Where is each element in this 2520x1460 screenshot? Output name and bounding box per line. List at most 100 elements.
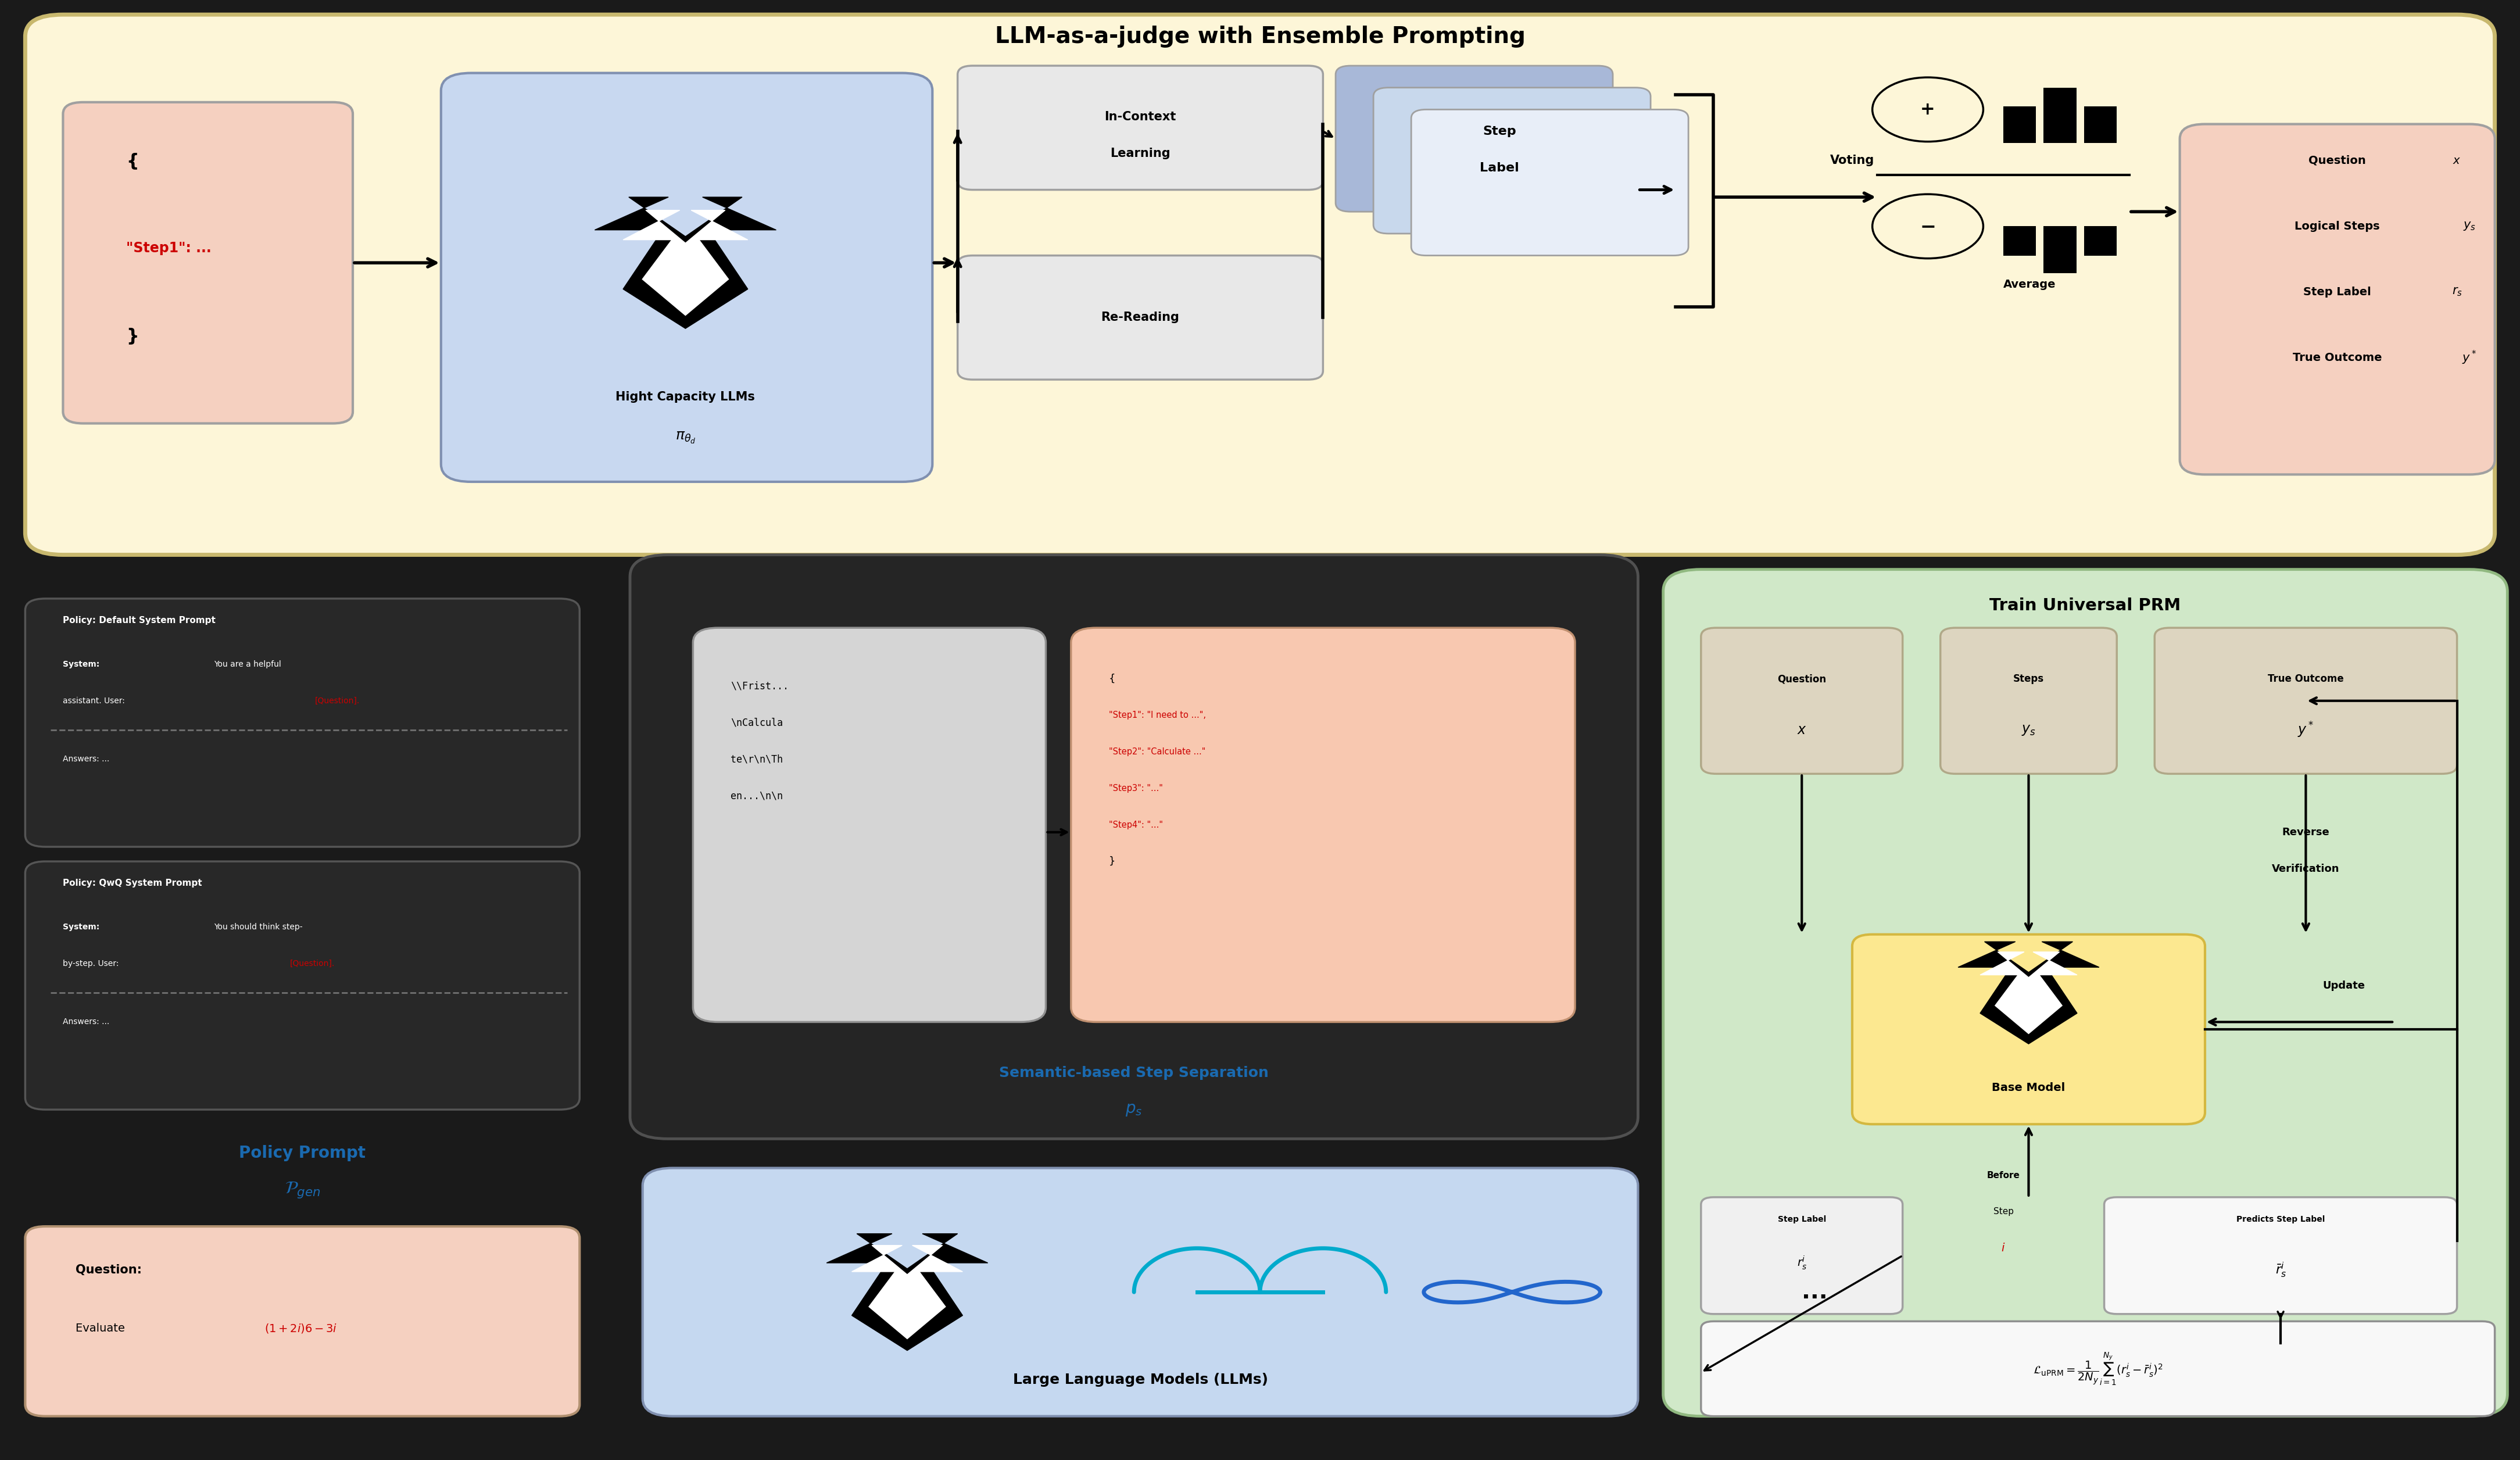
Text: "Step4": "...": "Step4": "..." xyxy=(1109,821,1162,829)
Text: −: − xyxy=(1920,216,1935,237)
Text: Learning: Learning xyxy=(1111,147,1169,159)
FancyBboxPatch shape xyxy=(693,628,1046,1022)
FancyBboxPatch shape xyxy=(1336,66,1613,212)
Text: You should think step-: You should think step- xyxy=(214,923,302,931)
Text: Policy Prompt: Policy Prompt xyxy=(239,1145,365,1162)
Text: {: { xyxy=(1109,673,1116,685)
Text: Re-Reading: Re-Reading xyxy=(1101,312,1179,323)
Text: [Question].: [Question]. xyxy=(290,959,335,968)
Text: }: } xyxy=(126,327,139,345)
Text: $p_s$: $p_s$ xyxy=(1126,1101,1142,1118)
Text: by-step. User:: by-step. User: xyxy=(63,959,121,968)
Bar xyxy=(2044,88,2076,143)
FancyBboxPatch shape xyxy=(1701,1321,2495,1416)
Text: ...: ... xyxy=(1802,1280,1827,1304)
Text: Evaluate: Evaluate xyxy=(76,1323,129,1334)
FancyBboxPatch shape xyxy=(1701,1197,1903,1314)
Bar xyxy=(2084,107,2117,143)
Polygon shape xyxy=(595,197,776,329)
Text: "Step1": "I need to ...",: "Step1": "I need to ...", xyxy=(1109,711,1207,720)
Text: $(1+2i)6-3i$: $(1+2i)6-3i$ xyxy=(265,1323,338,1334)
Text: $\mathcal{L}_{\rm uPRM} = \dfrac{1}{2N_y}\sum_{i=1}^{N_y}(r_s^i - \bar{r}_s^i)^2: $\mathcal{L}_{\rm uPRM} = \dfrac{1}{2N_y… xyxy=(2034,1350,2162,1387)
Text: Question:: Question: xyxy=(76,1264,141,1276)
Text: $i$: $i$ xyxy=(2001,1242,2006,1254)
Polygon shape xyxy=(1958,942,2099,1044)
Text: $\bar{r}_s^i$: $\bar{r}_s^i$ xyxy=(2276,1261,2286,1279)
Text: $y_s$: $y_s$ xyxy=(2462,220,2477,232)
Text: Base Model: Base Model xyxy=(1991,1082,2066,1094)
FancyBboxPatch shape xyxy=(630,555,1638,1139)
Text: "Step3": "...": "Step3": "..." xyxy=(1109,784,1162,793)
Text: $\pi_{\theta_d}$: $\pi_{\theta_d}$ xyxy=(675,431,696,445)
Text: $y^*$: $y^*$ xyxy=(2298,721,2313,739)
Text: $r_s$: $r_s$ xyxy=(2452,286,2462,298)
Text: Steps: Steps xyxy=(2013,673,2044,685)
Text: \\Frist...: \\Frist... xyxy=(731,680,789,692)
Text: True Outcome: True Outcome xyxy=(2268,673,2344,685)
Text: You are a helpful: You are a helpful xyxy=(214,660,282,669)
FancyBboxPatch shape xyxy=(2155,628,2457,774)
Text: $r_s^i$: $r_s^i$ xyxy=(1797,1254,1807,1272)
Text: Average: Average xyxy=(2003,279,2056,291)
FancyBboxPatch shape xyxy=(2180,124,2495,474)
FancyBboxPatch shape xyxy=(2104,1197,2457,1314)
Polygon shape xyxy=(852,1245,963,1339)
FancyBboxPatch shape xyxy=(25,861,580,1110)
FancyBboxPatch shape xyxy=(1940,628,2117,774)
Text: [Question].: [Question]. xyxy=(315,696,360,705)
Text: Semantic-based Step Separation: Semantic-based Step Separation xyxy=(1000,1066,1268,1080)
Text: Answers: ...: Answers: ... xyxy=(63,1018,111,1026)
Text: Question: Question xyxy=(2308,155,2366,166)
Text: Step: Step xyxy=(1482,126,1517,137)
FancyBboxPatch shape xyxy=(1663,569,2507,1416)
Text: System:: System: xyxy=(63,660,103,669)
Text: System:: System: xyxy=(63,923,103,931)
Text: en...\n\n: en...\n\n xyxy=(731,790,784,802)
FancyBboxPatch shape xyxy=(1411,110,1688,256)
Text: Policy: Default System Prompt: Policy: Default System Prompt xyxy=(63,616,217,625)
FancyBboxPatch shape xyxy=(1071,628,1575,1022)
Text: Answers: ...: Answers: ... xyxy=(63,755,111,764)
Text: Step: Step xyxy=(1993,1207,2013,1216)
Text: Large Language Models (LLMs): Large Language Models (LLMs) xyxy=(1013,1372,1268,1387)
Text: "Step1": ...: "Step1": ... xyxy=(126,241,212,256)
FancyBboxPatch shape xyxy=(25,1226,580,1416)
Text: "Step2": "Calculate ...": "Step2": "Calculate ..." xyxy=(1109,748,1205,756)
FancyBboxPatch shape xyxy=(958,66,1323,190)
Text: Reverse: Reverse xyxy=(2283,826,2328,838)
Text: $\mathcal{P}_{gen}$: $\mathcal{P}_{gen}$ xyxy=(285,1180,320,1200)
FancyBboxPatch shape xyxy=(63,102,353,423)
FancyBboxPatch shape xyxy=(25,15,2495,555)
Text: Question: Question xyxy=(1777,673,1827,685)
Bar xyxy=(2003,226,2036,256)
Text: Voting: Voting xyxy=(1830,155,1875,166)
Text: \nCalcula: \nCalcula xyxy=(731,717,784,729)
Text: True Outcome: True Outcome xyxy=(2293,352,2381,364)
Text: {: { xyxy=(126,152,139,169)
Text: Step Label: Step Label xyxy=(2303,286,2371,298)
Text: Train Universal PRM: Train Universal PRM xyxy=(1991,597,2180,615)
Text: $x$: $x$ xyxy=(2452,155,2462,166)
FancyBboxPatch shape xyxy=(643,1168,1638,1416)
Polygon shape xyxy=(827,1234,988,1350)
Text: Predicts Step Label: Predicts Step Label xyxy=(2235,1215,2326,1223)
Text: Verification: Verification xyxy=(2273,863,2339,875)
Text: Label: Label xyxy=(1479,162,1520,174)
Text: $y^*$: $y^*$ xyxy=(2462,349,2477,366)
FancyBboxPatch shape xyxy=(441,73,932,482)
FancyBboxPatch shape xyxy=(958,256,1323,380)
Bar xyxy=(2003,107,2036,143)
Text: te\r\n\Th: te\r\n\Th xyxy=(731,753,784,765)
Text: Step Label: Step Label xyxy=(1777,1215,1827,1223)
FancyBboxPatch shape xyxy=(1852,934,2205,1124)
Text: LLM-as-a-judge with Ensemble Prompting: LLM-as-a-judge with Ensemble Prompting xyxy=(995,25,1525,48)
Text: Before: Before xyxy=(1986,1171,2021,1180)
Bar xyxy=(2044,226,2076,273)
Text: Logical Steps: Logical Steps xyxy=(2296,220,2379,232)
Text: }: } xyxy=(1109,856,1116,867)
Text: Hight Capacity LLMs: Hight Capacity LLMs xyxy=(615,391,756,403)
Text: $y_s$: $y_s$ xyxy=(2021,723,2036,737)
Text: assistant. User:: assistant. User: xyxy=(63,696,129,705)
Text: Policy: QwQ System Prompt: Policy: QwQ System Prompt xyxy=(63,879,202,888)
Polygon shape xyxy=(622,210,748,315)
